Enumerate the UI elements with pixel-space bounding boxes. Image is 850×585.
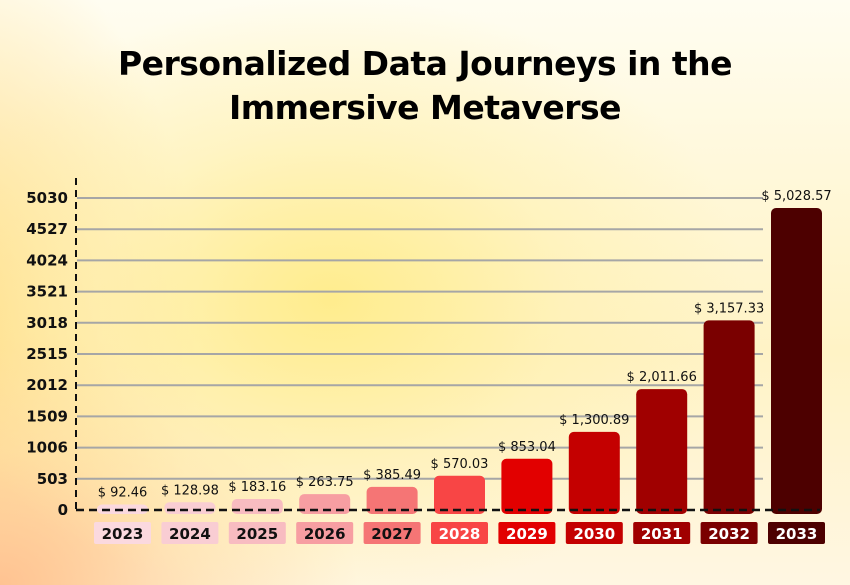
y-tick-label: 4024 [26, 251, 68, 269]
y-tick-label: 0 [58, 501, 68, 519]
chart-title-line-2: Immersive Metaverse [229, 88, 622, 127]
x-label-box-2026 [296, 522, 354, 544]
bar-2029 [501, 458, 553, 514]
y-tick-label: 4527 [26, 220, 68, 238]
value-label-2031: $ 2,011.66 [627, 370, 697, 385]
x-tick-label: 2023 [102, 525, 144, 543]
y-axis: 0 503 1006 1509 2012 2515 3018 3521 4024 4527 5030 [26, 178, 77, 519]
y-tick-label: 3521 [26, 283, 68, 301]
x-label-box-2030 [565, 522, 623, 544]
x-tick-label: 2032 [708, 525, 750, 543]
chart-title: Personalized Data Journeys in the Immers… [0, 42, 850, 130]
y-tick-label: 503 [37, 470, 68, 488]
value-label-2033: $ 5,028.57 [761, 189, 831, 204]
bar-2027 [366, 486, 418, 514]
y-tick-label: 1509 [26, 407, 68, 425]
bar-2024 [164, 502, 216, 514]
bar-2031 [636, 389, 688, 514]
x-tick-label: 2025 [236, 525, 278, 543]
bar-2025 [231, 499, 283, 514]
value-label-2023: $ 92.46 [98, 485, 148, 500]
x-tick-label: 2031 [641, 525, 683, 543]
value-label-2028: $ 570.03 [431, 457, 489, 472]
y-tick-label: 3018 [26, 314, 68, 332]
bar-2028 [434, 475, 485, 514]
x-label-box-2025 [228, 522, 286, 544]
value-labels: $ 92.46 $ 128.98 $ 183.16 $ 263.75 $ 385.49 $… [98, 189, 832, 500]
gridlines [77, 197, 763, 480]
value-label-2026: $ 263.75 [296, 475, 354, 490]
x-label-box-2028 [431, 522, 488, 544]
y-tick-label: 1006 [26, 439, 68, 457]
x-tick-label: 2033 [776, 525, 818, 543]
x-label-box-2024 [161, 522, 219, 544]
x-label-box-2031 [633, 522, 691, 544]
y-tick-label: 2012 [26, 376, 68, 394]
bar-2030 [568, 431, 620, 514]
chart-title-line-1: Personalized Data Journeys in the [117, 44, 733, 83]
x-label-box-2033 [768, 522, 825, 544]
x-tick-label: 2028 [439, 525, 481, 543]
x-tick-label: 2030 [573, 525, 615, 543]
value-label-2029: $ 853.04 [498, 440, 556, 455]
value-label-2025: $ 183.16 [228, 480, 286, 495]
x-label-box-2032 [700, 522, 758, 544]
bar-2033 [771, 208, 822, 514]
value-label-2032: $ 3,157.33 [694, 301, 764, 316]
x-tick-label: 2026 [304, 525, 346, 543]
bars [76, 208, 822, 514]
y-tick-label: 2515 [26, 345, 68, 363]
x-label-box-2027 [363, 522, 421, 544]
value-label-2030: $ 1,300.89 [559, 413, 629, 428]
x-tick-label: 2027 [371, 525, 413, 543]
x-tick-label: 2029 [506, 525, 548, 543]
x-axis-labels: 2023 2024 2025 2026 2027 2028 2029 2030 2031 2032… [94, 522, 825, 544]
x-label-box-2029 [498, 522, 556, 544]
y-tick-label: 5030 [26, 189, 68, 207]
value-label-2024: $ 128.98 [161, 483, 219, 498]
bar-2032 [703, 320, 755, 514]
x-tick-label: 2024 [169, 525, 211, 543]
value-label-2027: $ 385.49 [363, 468, 421, 483]
x-label-box-2023 [94, 522, 151, 544]
